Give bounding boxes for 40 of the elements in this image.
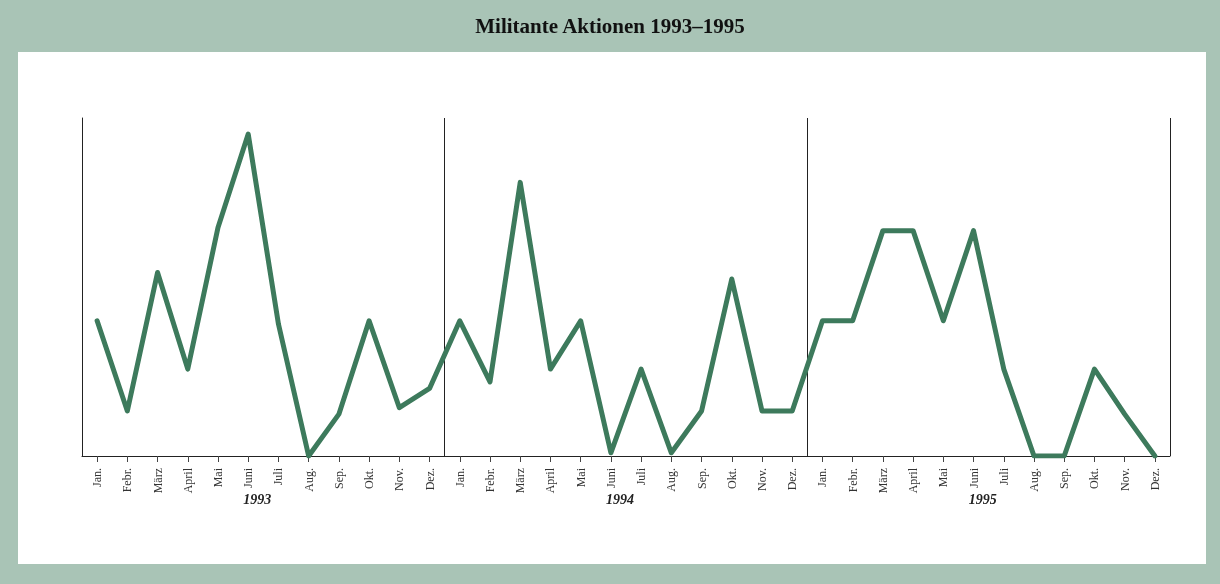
- x-tick-label: Febr.: [120, 468, 135, 493]
- x-tick-label: Aug.: [1027, 468, 1041, 492]
- x-tick-label: Sep.: [1057, 468, 1072, 489]
- x-tick-label: Sep.: [694, 468, 709, 489]
- x-tick-label: Jan.: [90, 468, 105, 487]
- x-tick-label: Jan.: [815, 468, 830, 487]
- x-tick-label: Febr.: [845, 468, 860, 493]
- x-tick-label: Juli: [634, 467, 649, 486]
- x-tick-label: Juli: [996, 467, 1011, 486]
- x-tick-label: Juni: [241, 467, 256, 489]
- x-tick-label: Nov.: [392, 468, 407, 491]
- x-tick-label: März: [875, 468, 890, 494]
- x-tick-label: Febr.: [483, 468, 497, 493]
- x-tick-label: Juni: [966, 467, 981, 489]
- x-tick-label: März: [513, 468, 528, 494]
- x-tick-label: März: [150, 468, 165, 494]
- x-tick-label: Nov.: [755, 468, 769, 491]
- x-tick-label: Dez.: [785, 468, 800, 491]
- x-tick-label: Aug.: [301, 468, 316, 492]
- x-tick-label: April: [543, 467, 558, 494]
- x-tick-label: Sep.: [331, 468, 346, 489]
- text: 1995: [968, 491, 997, 507]
- x-tick-label: Dez.: [1147, 468, 1162, 491]
- x-tick-label: Mai: [936, 467, 951, 488]
- x-tick-label: Dez.: [422, 468, 437, 491]
- x-tick-label: Jan.: [452, 468, 467, 487]
- x-tick-label: Aug.: [664, 468, 679, 492]
- x-tick-label: Nov.: [1117, 468, 1132, 491]
- x-tick-label: April: [180, 467, 195, 494]
- text: 1993: [243, 491, 272, 507]
- x-tick-label: April: [906, 467, 921, 494]
- x-tick-label: Okt.: [362, 468, 377, 489]
- chart-title: Militante Aktionen 1993–1995: [474, 14, 746, 39]
- text: 1994: [606, 491, 634, 507]
- x-tick-label: Juli: [271, 467, 286, 486]
- x-tick-label: Okt.: [1087, 468, 1102, 489]
- x-tick-label: Okt.: [724, 468, 739, 489]
- x-tick-label: Mai: [573, 467, 588, 488]
- x-tick-label: Juni: [603, 467, 618, 489]
- x-tick-label: Mai: [211, 467, 225, 488]
